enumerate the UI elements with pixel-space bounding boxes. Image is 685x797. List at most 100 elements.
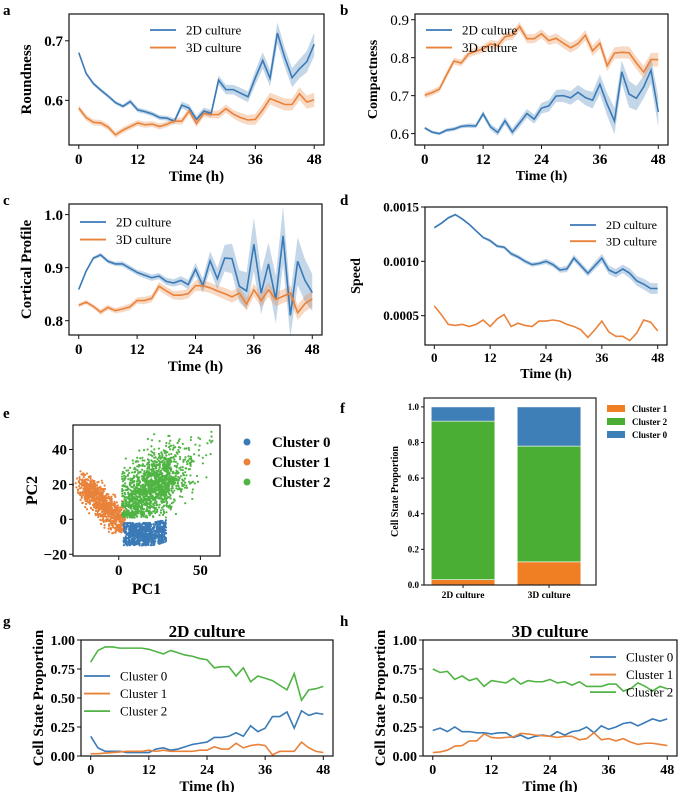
scatter-point <box>130 471 134 474</box>
scatter-point <box>168 453 171 456</box>
scatter-point <box>146 506 149 509</box>
scatter-point <box>94 513 97 517</box>
scatter-point <box>177 479 180 482</box>
x-tick-label: 48 <box>305 342 320 358</box>
scatter-point <box>157 506 161 509</box>
legend-label: Cluster 0 <box>632 430 668 440</box>
scatter-point <box>139 523 143 526</box>
scatter-point <box>167 484 170 488</box>
y-tick-label: 0.4 <box>408 509 420 519</box>
scatter-point <box>140 498 143 501</box>
scatter-point <box>120 490 124 493</box>
scatter-point <box>141 536 144 539</box>
scatter-point <box>88 502 92 506</box>
scatter-point <box>185 486 189 489</box>
scatter-point <box>180 490 183 493</box>
scatter-point <box>133 516 136 519</box>
scatter-point <box>91 490 94 494</box>
scatter-point <box>104 520 108 523</box>
scatter-point <box>85 478 89 481</box>
scatter-point <box>96 496 99 499</box>
scatter-point <box>109 520 112 523</box>
scatter-point <box>128 515 131 518</box>
scatter-point <box>133 471 136 474</box>
scatter-point <box>149 533 153 536</box>
plot-frame-g <box>80 639 334 757</box>
scatter-point <box>119 506 122 509</box>
scatter-point <box>143 470 146 473</box>
scatter-point <box>97 504 100 507</box>
scatter-point <box>128 535 131 539</box>
scatter-point <box>151 474 154 477</box>
scatter-point <box>175 484 178 487</box>
scatter-point <box>141 526 144 529</box>
bar-segment-cluster-1-0 <box>430 579 496 586</box>
scatter-point <box>158 497 161 500</box>
scatter-point <box>125 540 128 543</box>
scatter-point <box>159 542 162 545</box>
scatter-point <box>167 458 170 461</box>
scatter-point <box>172 444 175 447</box>
y-tick-label: 0.8 <box>390 51 409 67</box>
scatter-point <box>165 511 168 514</box>
y-tick-label: 0.6 <box>44 94 63 110</box>
legend-d: 2D culture 3D culture <box>570 218 657 248</box>
scatter-point <box>178 477 181 480</box>
scatter-point <box>79 470 82 473</box>
scatter-point <box>167 446 171 449</box>
scatter-point <box>124 457 127 460</box>
scatter-point <box>158 463 161 466</box>
scatter-point <box>95 492 99 495</box>
scatter-point <box>150 445 153 448</box>
scatter-point <box>155 477 158 480</box>
scatter-point <box>136 512 140 515</box>
scatter-point <box>83 496 86 499</box>
bar-segment-cluster-1-1 <box>516 561 582 586</box>
scatter-point <box>138 544 141 547</box>
scatter-point <box>109 503 112 506</box>
series-line-g-cluster-1 <box>90 740 324 756</box>
scatter-point <box>193 482 196 485</box>
y-axis-label: Cortical Profile <box>19 220 35 320</box>
scatter-point <box>126 473 129 477</box>
scatter-point <box>161 526 164 529</box>
scatter-point <box>161 541 165 544</box>
scatter-point <box>104 518 108 521</box>
scatter-point <box>133 512 136 515</box>
scatter-point <box>110 524 113 527</box>
scatter-point <box>151 495 154 498</box>
scatter-point <box>113 523 117 526</box>
scatter-point <box>130 542 133 546</box>
scatter-point <box>89 495 93 499</box>
scatter-point <box>181 466 184 469</box>
scatter-point <box>157 483 160 487</box>
scatter-point <box>191 488 194 491</box>
scatter-point <box>160 506 164 509</box>
scatter-point <box>135 515 139 518</box>
scatter-point <box>140 508 143 511</box>
scatter-point <box>131 504 134 507</box>
scatter-point <box>107 515 110 518</box>
y-tick-label: 1.00 <box>393 634 418 649</box>
scatter-point <box>123 530 126 533</box>
scatter-point <box>137 509 140 512</box>
scatter-point <box>85 483 88 486</box>
scatter-point <box>172 471 175 474</box>
legend-label: Cluster 0 <box>120 669 167 684</box>
y-axis-label: PC2 <box>24 476 41 505</box>
scatter-point <box>91 499 94 502</box>
scatter-point <box>201 456 204 459</box>
scatter-point <box>157 531 161 534</box>
scatter-point <box>187 448 191 452</box>
y-axis-label: Speed <box>349 258 364 294</box>
scatter-point <box>104 496 107 499</box>
scatter-point <box>181 479 185 482</box>
scatter-point <box>161 513 165 516</box>
scatter-point <box>163 494 166 497</box>
scatter-point <box>180 488 183 491</box>
scatter-point <box>134 490 137 494</box>
scatter-point <box>114 529 118 533</box>
scatter-point <box>171 456 174 459</box>
scatter-point <box>155 526 158 529</box>
scatter-point <box>169 508 172 511</box>
